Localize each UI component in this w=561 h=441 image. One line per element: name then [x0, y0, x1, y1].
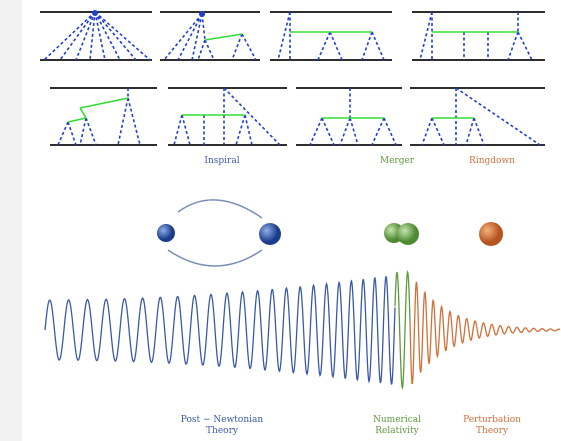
method-label: Numerical: [373, 415, 421, 425]
dashed-line: [232, 34, 242, 60]
wave-segment: [395, 272, 410, 388]
dashed-line: [68, 122, 76, 145]
merger-blob: [397, 223, 419, 245]
dashed-line: [508, 32, 518, 60]
phase-label: Ringdown: [469, 156, 515, 166]
green-line: [80, 98, 128, 108]
dashed-line: [278, 12, 290, 60]
dashed-line: [420, 12, 432, 60]
dashed-line: [118, 98, 128, 145]
green-line: [80, 108, 86, 118]
green-line: [68, 118, 86, 122]
dashed-line: [310, 118, 322, 145]
dashed-line: [198, 40, 205, 60]
phase-label: Merger: [380, 156, 415, 166]
dashed-line: [60, 12, 95, 60]
dashed-line: [182, 115, 190, 145]
dashed-line: [86, 118, 96, 145]
dashed-line: [95, 12, 120, 60]
method-label: Theory: [476, 426, 509, 436]
method-label: Relativity: [375, 426, 419, 436]
figure: InspiralMergerRingdownPost − NewtonianTh…: [0, 0, 561, 441]
ringdown-blob: [479, 222, 503, 246]
black-hole: [259, 223, 281, 245]
dashed-line: [318, 32, 330, 60]
dashed-line: [174, 115, 182, 145]
dashed-line: [178, 14, 202, 60]
dashed-line: [224, 88, 280, 145]
dashed-line: [384, 118, 396, 145]
dashed-line: [202, 14, 205, 40]
dashed-line: [322, 118, 334, 145]
dashed-line: [80, 118, 86, 145]
phase-label: Inspiral: [204, 156, 239, 166]
dashed-line: [205, 40, 214, 60]
dashed-line: [474, 118, 484, 145]
dashed-line: [432, 118, 444, 145]
dashed-line: [44, 12, 95, 60]
dashed-line: [330, 32, 342, 60]
dashed-line: [372, 32, 384, 60]
wave-segment: [410, 282, 560, 384]
dashed-line: [362, 32, 372, 60]
dashed-line: [466, 118, 474, 145]
dashed-line: [372, 118, 384, 145]
black-hole: [157, 224, 175, 242]
diagram-panels: [40, 10, 545, 145]
waveform: [45, 272, 560, 388]
method-label: Post − Newtonian: [181, 415, 264, 425]
dashed-line: [242, 34, 256, 60]
dashed-line: [58, 122, 68, 145]
method-label: Theory: [206, 426, 239, 436]
dashed-line: [340, 118, 350, 145]
wave-segment: [45, 276, 395, 384]
vertex: [92, 10, 98, 16]
dashed-line: [350, 118, 358, 145]
dashed-line: [236, 115, 245, 145]
dashed-line: [422, 118, 432, 145]
orbit: [157, 200, 503, 266]
dashed-line: [518, 32, 532, 60]
dashed-line: [245, 115, 252, 145]
dashed-line: [128, 98, 140, 145]
green-line: [205, 34, 242, 40]
side-strip: [0, 0, 22, 441]
method-label: Perturbation: [463, 415, 521, 425]
dashed-line: [95, 12, 150, 60]
vertex: [199, 11, 205, 17]
orbit-path: [168, 200, 262, 266]
